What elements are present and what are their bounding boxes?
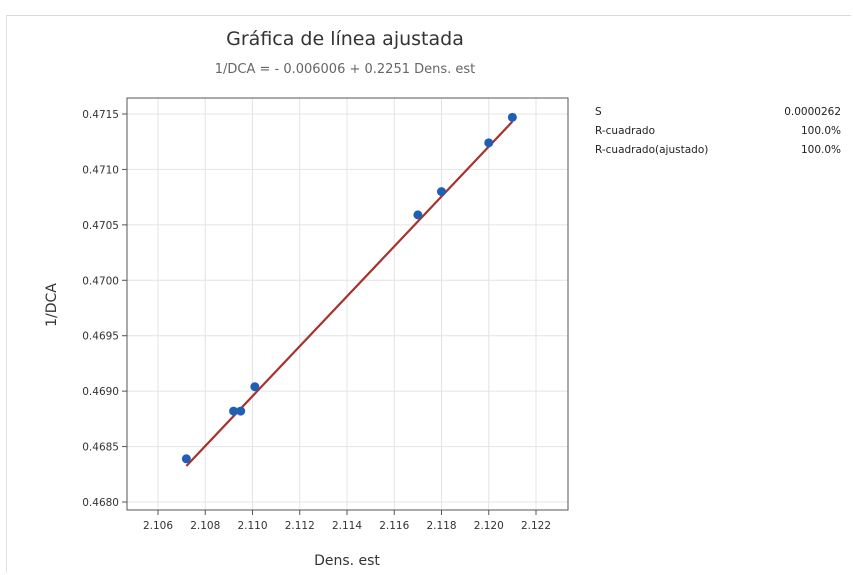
x-tick-label: 2.116: [379, 520, 409, 532]
x-tick-label: 2.106: [143, 520, 173, 532]
stat-row-r-squared: R-cuadrado 100.0%: [595, 125, 841, 144]
chart-subtitle: 1/DCA = - 0.006006 + 0.2251 Dens. est: [214, 62, 476, 77]
data-point: [236, 406, 246, 416]
y-tick-label: 0.4695: [82, 331, 119, 343]
stat-row-r-squared-adjusted: R-cuadrado(ajustado) 100.0%: [595, 144, 841, 163]
stat-label: R-cuadrado: [595, 125, 656, 137]
stat-label: R-cuadrado(ajustado): [595, 144, 709, 156]
y-tick-label: 0.4715: [82, 109, 119, 121]
data-point: [484, 138, 494, 148]
stat-value: 100.0%: [800, 125, 841, 137]
data-point: [250, 382, 260, 392]
x-tick-label: 2.108: [190, 520, 220, 532]
y-tick-label: 0.4690: [82, 386, 119, 398]
grid-lines: [127, 98, 568, 510]
y-axis-ticks: 0.4680 0.4685 0.4690 0.4695 0.4700 0.4705 0.47…: [82, 109, 127, 509]
chart-title: Gráfica de línea ajustada: [226, 28, 464, 50]
y-tick-label: 0.4680: [82, 497, 119, 509]
y-tick-label: 0.4685: [82, 442, 119, 454]
data-points: [181, 112, 517, 464]
stat-row-s: S 0.0000262: [595, 106, 841, 125]
stat-label: S: [595, 106, 602, 118]
stat-value: 0.0000262: [784, 106, 841, 118]
stat-value: 100.0%: [800, 144, 841, 156]
x-axis-label: Dens. est: [314, 553, 380, 569]
data-point: [413, 210, 423, 220]
x-tick-label: 2.112: [285, 520, 315, 532]
y-tick-label: 0.4700: [82, 275, 119, 287]
x-tick-label: 2.114: [332, 520, 362, 532]
data-point: [229, 406, 239, 416]
y-axis-label: 1/DCA: [44, 283, 60, 327]
x-tick-label: 2.122: [521, 520, 551, 532]
chart-frame: [6, 15, 851, 573]
y-tick-label: 0.4705: [82, 220, 119, 232]
data-point: [181, 454, 191, 464]
fit-statistics: S 0.0000262 R-cuadrado 100.0% R-cuadrado…: [595, 106, 841, 163]
x-axis-ticks: 2.106 2.108 2.110 2.112 2.114 2.116 2.118 2.120…: [143, 510, 551, 532]
y-tick-label: 0.4710: [82, 164, 119, 176]
data-point: [437, 187, 446, 197]
x-tick-label: 2.110: [237, 520, 267, 532]
data-point: [507, 112, 517, 122]
x-tick-label: 2.118: [426, 520, 456, 532]
x-tick-label: 2.120: [474, 520, 504, 532]
